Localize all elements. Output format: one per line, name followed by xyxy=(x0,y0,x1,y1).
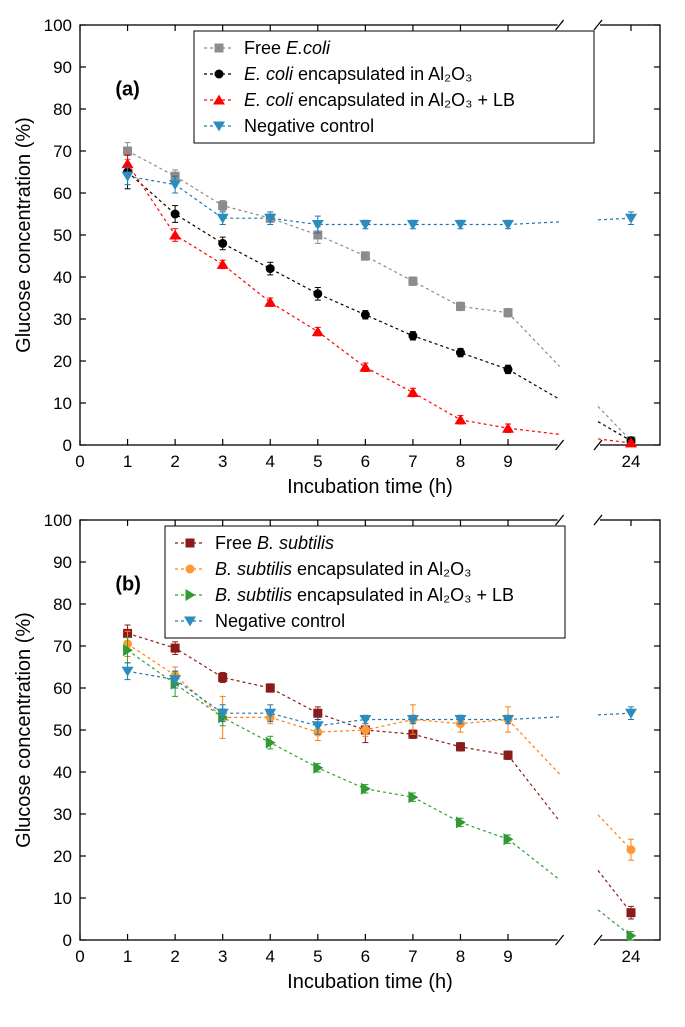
legend-label: Negative control xyxy=(244,116,374,136)
y-tick-label: 0 xyxy=(63,436,72,455)
x-tick-label: 9 xyxy=(503,452,512,471)
x-tick-label: 4 xyxy=(266,452,275,471)
x-tick-label: 6 xyxy=(361,947,370,966)
x-tick-label: 5 xyxy=(313,947,322,966)
y-axis-label: Glucose concentration (%) xyxy=(13,117,35,353)
y-axis-label: Glucose concentration (%) xyxy=(13,612,35,848)
x-tick-label: 0 xyxy=(75,452,84,471)
y-tick-label: 60 xyxy=(53,184,72,203)
legend-label: B. subtilis encapsulated in Al₂O₃ + LB xyxy=(215,585,514,605)
panel-b: 0 10 20 30 40 50 60 70 80 90 100 0 1 2 3 4 5 6 7 8 9 24 Incuba… xyxy=(10,505,675,1000)
legend-label: E. coli encapsulated in Al₂O₃ + LB xyxy=(244,90,515,110)
x-tick-label: 0 xyxy=(75,947,84,966)
x-tick-label: 7 xyxy=(408,452,417,471)
x-tick-label: 3 xyxy=(218,947,227,966)
y-tick-label: 50 xyxy=(53,721,72,740)
y-tick-label: 70 xyxy=(53,142,72,161)
y-tick-label: 20 xyxy=(53,352,72,371)
x-tick-label: 6 xyxy=(361,452,370,471)
y-tick-label: 90 xyxy=(53,553,72,572)
x-tick-label: 8 xyxy=(456,947,465,966)
legend-label: Free E.coli xyxy=(244,38,331,58)
y-tick-label: 100 xyxy=(44,511,72,530)
x-tick-label: 8 xyxy=(456,452,465,471)
y-tick-label: 10 xyxy=(53,394,72,413)
x-axis-label: Incubation time (h) xyxy=(287,971,453,993)
y-tick-label: 90 xyxy=(53,58,72,77)
x-tick-label: 3 xyxy=(218,452,227,471)
x-tick-label: 7 xyxy=(408,947,417,966)
legend-label: E. coli encapsulated in Al₂O₃ xyxy=(244,64,472,84)
x-tick-label: 1 xyxy=(123,452,132,471)
legend-label: Negative control xyxy=(215,611,345,631)
y-tick-label: 40 xyxy=(53,268,72,287)
x-tick-label: 24 xyxy=(622,452,641,471)
y-tick-label: 30 xyxy=(53,310,72,329)
x-tick-label: 9 xyxy=(503,947,512,966)
y-tick-label: 20 xyxy=(53,847,72,866)
y-tick-label: 10 xyxy=(53,889,72,908)
y-tick-label: 40 xyxy=(53,763,72,782)
x-tick-label: 2 xyxy=(170,452,179,471)
y-tick-label: 80 xyxy=(53,100,72,119)
figure-container: 0102030405060708090100012345678924Incuba… xyxy=(10,10,675,1000)
y-tick-label: 60 xyxy=(53,679,72,698)
panel-label: (b) xyxy=(115,573,141,595)
panel-a: 0 10 20 30 40 50 60 70 80 90 100 0 1 2 3 4 5 6 7 8 9 24 Incuba… xyxy=(10,10,675,505)
panel-label: (a) xyxy=(115,78,139,100)
x-axis-label: Incubation time (h) xyxy=(287,476,453,498)
x-tick-label: 1 xyxy=(123,947,132,966)
y-tick-label: 80 xyxy=(53,595,72,614)
y-tick-label: 70 xyxy=(53,637,72,656)
x-tick-label: 4 xyxy=(266,947,275,966)
x-tick-label: 2 xyxy=(170,947,179,966)
y-tick-label: 30 xyxy=(53,805,72,824)
x-tick-label: 24 xyxy=(622,947,641,966)
legend-label: Free B. subtilis xyxy=(215,533,334,553)
y-tick-label: 50 xyxy=(53,226,72,245)
legend-label: B. subtilis encapsulated in Al₂O₃ xyxy=(215,559,471,579)
x-tick-label: 5 xyxy=(313,452,322,471)
y-tick-label: 0 xyxy=(63,931,72,950)
y-tick-label: 100 xyxy=(44,16,72,35)
